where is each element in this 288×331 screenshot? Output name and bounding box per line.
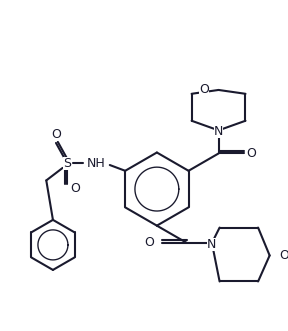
Text: O: O [279,249,288,262]
Text: O: O [246,147,256,160]
Text: O: O [70,182,80,195]
Text: NH: NH [87,157,106,169]
Text: O: O [144,236,154,250]
Text: O: O [199,83,209,96]
Text: N: N [207,238,217,252]
Text: N: N [214,125,223,138]
Text: O: O [51,128,61,141]
Text: S: S [63,157,71,169]
